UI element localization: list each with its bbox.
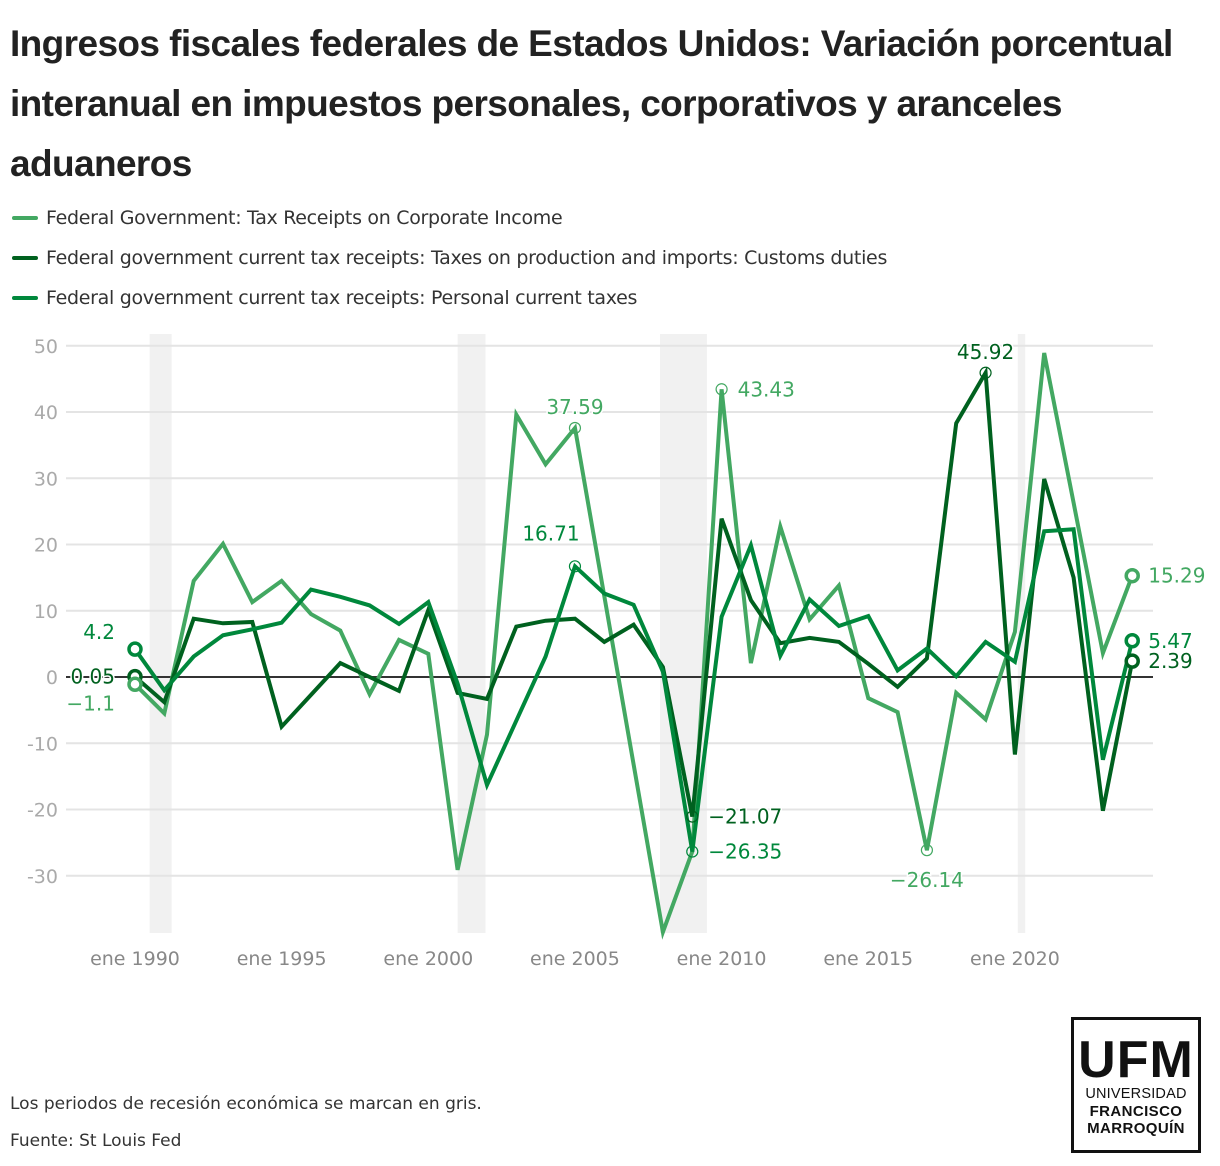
annotations: 4.2 0.05−1.1 37.59 16.71 43.43 −21.07 −26.35 −2… [65,338,1207,893]
data-label: −21.07 [708,805,782,829]
data-point-marker [979,366,992,379]
data-label: 5.47 [1148,629,1193,653]
data-point-marker [686,845,699,858]
y-tick-label: 10 [34,601,58,623]
recession-band [149,334,172,933]
legend-swatch-personal [12,296,38,300]
data-label: 15.29 [1148,564,1205,588]
y-tick-label: -20 [27,800,58,822]
x-tick-label: ene 2005 [530,948,620,970]
data-point-marker [1124,653,1140,669]
recession-band [660,334,707,933]
logo-line-francisco: FRANCISCO [1089,1103,1183,1120]
data-label: −26.14 [890,868,964,892]
series-line-customs [133,366,1135,817]
data-point-marker [127,676,143,693]
data-label: 45.92 [957,340,1014,364]
x-tick-label: ene 2010 [677,948,767,970]
data-label: −1.1 [66,691,115,715]
recession-band [457,334,486,933]
legend-swatch-customs [12,256,38,260]
source-footnote: Fuente: St Louis Fed [10,1131,182,1151]
y-tick-label: 50 [34,336,58,358]
x-tick-label: ene 2015 [823,948,913,970]
data-label: 2.39 [1148,649,1193,673]
data-point-marker [686,810,699,823]
legend-label-personal: Federal government current tax receipts:… [46,287,638,309]
data-point-marker [1124,567,1140,584]
x-tick-label: ene 1990 [90,948,180,970]
data-label: 16.71 [522,521,579,545]
ufm-logo: UFM UNIVERSIDAD FRANCISCO MARROQUÍN [1071,1017,1201,1153]
logo-abbr: UFM [1078,1031,1194,1089]
data-point-marker [127,641,143,657]
y-tick-label: 30 [34,468,58,490]
data-point-marker [920,844,934,857]
series-line-personal [133,527,1135,852]
y-tick-label: -30 [27,866,58,888]
y-axis-ticks: 50 40 30 20 10 0 -10 -20 -30 [27,336,58,888]
data-label: −26.35 [708,840,782,864]
legend-item-corporate: Federal Government: Tax Receipts on Corp… [12,198,887,238]
x-tick-label: ene 1995 [237,948,327,970]
y-tick-label: 20 [34,535,58,557]
logo-line-universidad: UNIVERSIDAD [1085,1086,1187,1102]
data-label: 4.2 [83,620,115,644]
data-point-marker [715,383,728,396]
data-point-marker [568,421,582,435]
data-label: 0.05 [70,665,115,689]
x-tick-label: ene 2020 [970,948,1060,970]
logo-line-marroquin: MARROQUÍN [1087,1120,1185,1137]
data-label: 37.59 [546,395,603,419]
legend-swatch-corporate [12,216,38,220]
legend: Federal Government: Tax Receipts on Corp… [12,198,887,318]
y-tick-label: 0 [46,667,58,689]
data-point-marker [1124,633,1140,649]
legend-item-personal: Federal government current tax receipts:… [12,278,887,318]
chart-title: Ingresos fiscales federales de Estados U… [10,23,1173,184]
data-point-marker [568,560,582,573]
y-tick-label: -10 [27,733,58,755]
recession-bands [149,334,1026,933]
recession-footnote: Los periodos de recesión económica se ma… [10,1094,482,1114]
y-tick-label: 40 [34,402,58,424]
legend-item-customs: Federal government current tax receipts:… [12,238,887,278]
x-axis-ticks: ene 1990 ene 1995 ene 2000 ene 2005 ene 2010… [90,948,1060,970]
data-label: 43.43 [738,377,795,401]
x-tick-label: ene 2000 [383,948,473,970]
legend-label-customs: Federal government current tax receipts:… [46,247,888,269]
gridlines [66,344,1153,877]
series-lines [133,352,1135,940]
legend-label-corporate: Federal Government: Tax Receipts on Corp… [46,207,563,229]
